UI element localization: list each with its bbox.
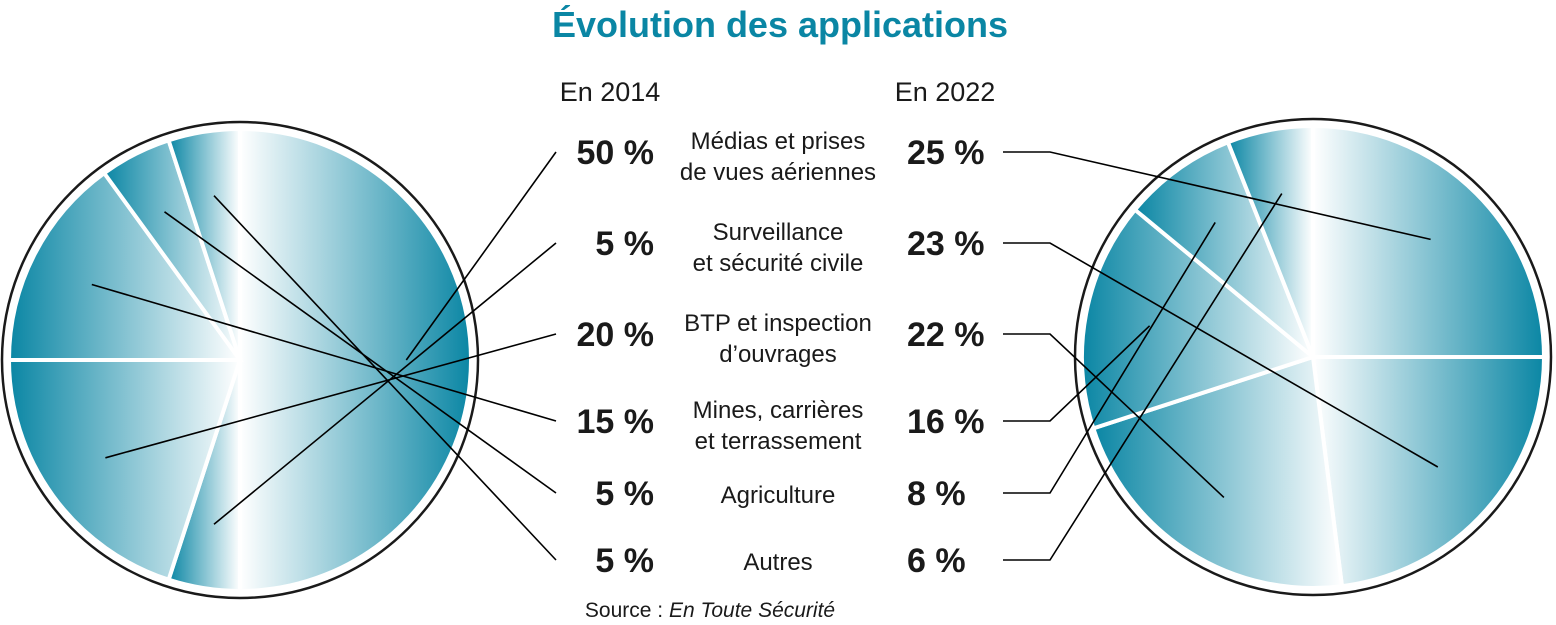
pie-slice-2022-2 [1310, 355, 1547, 589]
category-label-4: Mines, carrières et terrassement [693, 397, 864, 455]
value-label-2014-5: 5 % [595, 475, 654, 513]
value-label-2014-4: 15 % [577, 403, 655, 441]
leader-lines [91, 151, 1439, 561]
category-label-line: et sécurité civile [693, 250, 864, 277]
leader-line-2014-4 [91, 283, 557, 422]
source-note: Source : En Toute Sécurité [585, 599, 835, 622]
pie-slice-2022-5 [1132, 139, 1315, 359]
category-label-5: Agriculture [721, 482, 836, 509]
category-labels: 50 % 25 % Médias et prises de vues aérienne… [577, 128, 985, 580]
pie-slice-2014-4 [6, 170, 244, 362]
value-label-2014-6: 5 % [595, 542, 654, 580]
category-label-line: et terrassement [695, 428, 862, 455]
pie-slice-2022-4 [1080, 206, 1318, 431]
leader-line-2014-3 [105, 333, 557, 459]
category-label-6: Autres [743, 549, 812, 576]
pie-slice-2014-6 [166, 126, 242, 361]
series-label-2014: En 2014 [560, 77, 661, 107]
leader-line-2014-2 [213, 242, 557, 525]
pie-slice-2022-6 [1225, 123, 1315, 358]
pie-2022 [1073, 117, 1553, 597]
leader-line-2022-2 [1003, 242, 1439, 468]
leader-line-2022-3 [1003, 333, 1225, 498]
category-label-2: Surveillance et sécurité civile [693, 219, 864, 277]
leader-line-2022-4 [1003, 325, 1151, 422]
leader-line-2022-5 [1003, 221, 1216, 494]
value-label-2022-3: 22 % [907, 316, 985, 354]
value-label-2022-2: 23 % [907, 225, 985, 263]
leader-line-2022-1 [1003, 151, 1431, 241]
value-label-2022-6: 6 % [907, 542, 966, 580]
source-label: Source : [585, 599, 669, 622]
category-label-1: Médias et prises de vues aériennes [680, 128, 876, 186]
category-label-line: Médias et prises [691, 128, 866, 155]
pie-2014 [0, 120, 480, 600]
leader-line-2022-6 [1003, 193, 1283, 561]
source-name: En Toute Sécurité [669, 599, 835, 622]
chart-title: Évolution des applications [552, 4, 1008, 45]
value-label-2022-1: 25 % [907, 134, 985, 172]
value-label-2014-2: 5 % [595, 225, 654, 263]
category-label-line: BTP et inspection [684, 310, 872, 337]
pie-slice-2022-3 [1090, 354, 1345, 590]
category-label-line: d’ouvrages [719, 341, 836, 368]
leader-line-2014-1 [405, 151, 557, 361]
category-label-line: de vues aériennes [680, 159, 876, 186]
leader-line-2014-6 [213, 195, 557, 561]
pie-outline-2014 [0, 120, 480, 600]
category-label-line: Autres [743, 549, 812, 576]
value-label-2022-4: 16 % [907, 403, 985, 441]
category-label-line: Agriculture [721, 482, 836, 509]
category-label-line: Surveillance [713, 219, 844, 246]
category-label-line: Mines, carrières [693, 397, 864, 424]
series-label-2022: En 2022 [895, 77, 996, 107]
category-label-3: BTP et inspection d’ouvrages [684, 310, 872, 368]
value-label-2014-1: 50 % [577, 134, 655, 172]
pie-slice-2014-1 [238, 126, 473, 594]
value-label-2022-5: 8 % [907, 475, 966, 513]
pie-slice-2014-3 [6, 358, 243, 583]
pie-slice-2022-1 [1311, 123, 1547, 359]
value-label-2014-3: 20 % [577, 316, 655, 354]
